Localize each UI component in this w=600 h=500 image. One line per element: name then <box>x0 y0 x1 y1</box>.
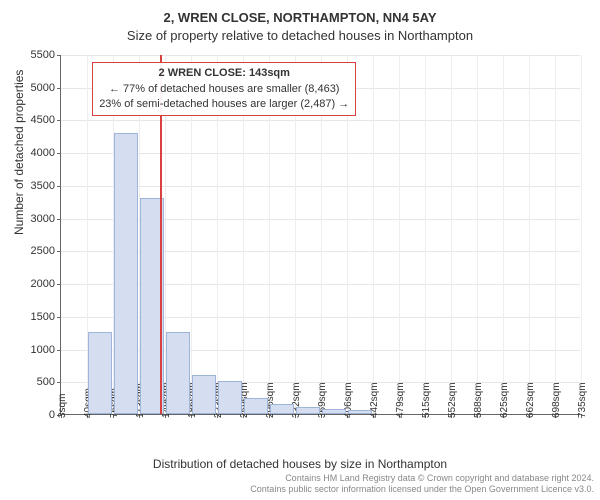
x-axis-label: Distribution of detached houses by size … <box>0 457 600 471</box>
histogram-bar <box>218 381 242 414</box>
y-tick-label: 4500 <box>31 114 55 126</box>
x-tick-label: 625sqm <box>499 382 510 418</box>
x-tick-label: 515sqm <box>421 382 432 418</box>
reference-callout: 2 WREN CLOSE: 143sqm← 77% of detached ho… <box>92 62 356 116</box>
y-tick-label: 500 <box>37 376 55 388</box>
y-axis-label: Number of detached properties <box>12 70 26 235</box>
attribution: Contains HM Land Registry data © Crown c… <box>0 473 594 496</box>
histogram-bar <box>166 332 190 414</box>
y-tick-label: 5000 <box>31 82 55 94</box>
histogram-bar <box>192 375 216 414</box>
histogram-bar <box>270 404 294 414</box>
y-tick-label: 3500 <box>31 180 55 192</box>
y-tick-label: 3000 <box>31 213 55 225</box>
x-tick-label: 552sqm <box>447 382 458 418</box>
y-tick-label: 0 <box>49 409 55 421</box>
y-tick-label: 1500 <box>31 311 55 323</box>
histogram-bar <box>244 398 268 414</box>
callout-line: ← 77% of detached houses are smaller (8,… <box>99 82 349 97</box>
plot-outer: 0500100015002000250030003500400045005000… <box>60 55 580 415</box>
y-tick-label: 4000 <box>31 147 55 159</box>
y-tick-label: 5500 <box>31 49 55 61</box>
x-tick-label: 479sqm <box>395 382 406 418</box>
x-tick-label: 698sqm <box>551 382 562 418</box>
page-title-line1: 2, WREN CLOSE, NORTHAMPTON, NN4 5AY <box>0 0 600 25</box>
y-tick-label: 2500 <box>31 245 55 257</box>
histogram-bar <box>114 133 138 414</box>
x-tick-label: 3sqm <box>57 394 68 418</box>
attribution-line2: Contains public sector information licen… <box>0 484 594 496</box>
callout-line: 2 WREN CLOSE: 143sqm <box>99 66 349 81</box>
page-title-line2: Size of property relative to detached ho… <box>0 25 600 49</box>
y-tick-label: 2000 <box>31 278 55 290</box>
histogram-bar <box>296 407 320 414</box>
chart-container: 2, WREN CLOSE, NORTHAMPTON, NN4 5AY Size… <box>0 0 600 500</box>
histogram-bar <box>348 410 372 414</box>
x-tick-label: 588sqm <box>473 382 484 418</box>
plot-area: 0500100015002000250030003500400045005000… <box>60 55 580 415</box>
histogram-bar <box>88 332 112 414</box>
x-tick-label: 735sqm <box>577 382 588 418</box>
y-tick-label: 1000 <box>31 344 55 356</box>
callout-line: 23% of semi-detached houses are larger (… <box>99 97 349 112</box>
attribution-line1: Contains HM Land Registry data © Crown c… <box>0 473 594 485</box>
x-tick-label: 662sqm <box>525 382 536 418</box>
histogram-bar <box>322 409 346 414</box>
